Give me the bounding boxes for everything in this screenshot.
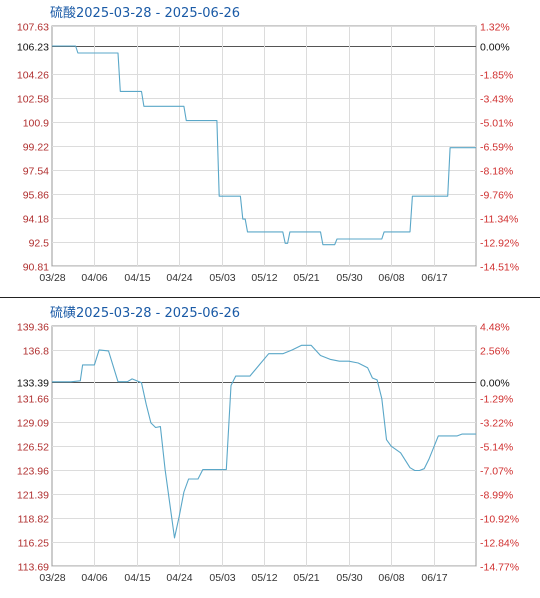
x-tick-label: 05/30: [336, 572, 362, 584]
y2-tick-label: -3.22%: [480, 418, 513, 430]
y-tick-label: 118.82: [18, 514, 49, 526]
y-tick-label: 102.58: [17, 94, 49, 106]
sulfur-chart: 硫磺2025-03-28 - 2025-06-26 139.36 4.48% 136…: [17, 306, 519, 584]
y-tick-label: 90.81: [23, 262, 49, 274]
x-tick-label: 05/12: [251, 572, 277, 584]
y-tick-label: 133.39: [17, 378, 49, 390]
x-tick-label: 04/06: [81, 272, 107, 284]
price-line: [52, 344, 476, 539]
y-tick-label: 129.09: [17, 418, 49, 430]
x-tick-label: 06/08: [378, 272, 404, 284]
x-tick-label: 04/15: [124, 572, 150, 584]
y2-tick-label: -3.43%: [480, 94, 513, 106]
y-tick-label: 94.18: [23, 214, 49, 226]
y2-tick-label: -5.14%: [480, 442, 513, 454]
x-tick-label: 04/24: [166, 572, 192, 584]
y-tick-label: 99.22: [23, 142, 49, 154]
x-tick-label: 06/17: [421, 572, 447, 584]
x-tick-label: 04/15: [124, 272, 150, 284]
y2-tick-label: 2.56%: [480, 346, 510, 358]
x-tick-label: 06/08: [378, 572, 404, 584]
chart-title: 硫磺2025-03-28 - 2025-06-26: [50, 306, 240, 321]
y-tick-label: 100.9: [23, 118, 49, 130]
y-tick-label: 106.23: [17, 42, 49, 54]
y-tick-label: 97.54: [23, 166, 49, 178]
y2-tick-label: -14.77%: [480, 562, 519, 574]
grid-and-ticks: 139.36 4.48% 136.8 2.56% 133.39 0.00% 131.66 -1…: [17, 322, 519, 585]
y-tick-label: 116.25: [18, 538, 49, 550]
x-tick-label: 05/21: [293, 272, 319, 284]
y2-tick-label: 0.00%: [480, 378, 510, 390]
x-tick-label: 05/12: [251, 272, 277, 284]
y2-tick-label: -1.85%: [480, 70, 513, 82]
y-tick-label: 107.63: [17, 22, 49, 34]
y2-tick-label: -12.92%: [480, 238, 519, 250]
y2-tick-label: -14.51%: [480, 262, 519, 274]
y-tick-label: 136.8: [23, 346, 49, 358]
y-tick-label: 123.96: [17, 466, 49, 478]
y2-tick-label: 4.48%: [480, 322, 510, 334]
x-tick-label: 05/30: [336, 272, 362, 284]
y2-tick-label: -6.59%: [480, 142, 513, 154]
x-tick-label: 03/28: [39, 272, 65, 284]
grid-and-ticks: 107.63 1.32% 106.23 0.00% 104.26 -1.85% 102.58…: [17, 22, 519, 285]
y2-tick-label: -10.92%: [480, 514, 519, 526]
x-tick-label: 05/03: [209, 272, 235, 284]
x-tick-label: 04/24: [166, 272, 192, 284]
x-tick-label: 03/28: [39, 572, 65, 584]
y2-tick-label: -8.18%: [480, 166, 513, 178]
y-tick-label: 113.69: [18, 562, 49, 574]
y2-tick-label: -7.07%: [480, 466, 513, 478]
y-tick-label: 104.26: [17, 70, 49, 82]
y-tick-label: 126.52: [17, 442, 49, 454]
y2-tick-label: -12.84%: [480, 538, 519, 550]
y2-tick-label: 0.00%: [480, 42, 510, 54]
x-tick-label: 05/03: [209, 572, 235, 584]
y2-tick-label: -8.99%: [480, 490, 513, 502]
x-tick-label: 05/21: [293, 572, 319, 584]
y2-tick-label: -5.01%: [480, 118, 513, 130]
x-tick-label: 06/17: [421, 272, 447, 284]
y2-tick-label: -9.76%: [480, 190, 513, 202]
y2-tick-label: -1.29%: [480, 394, 513, 406]
chart-title: 硫酸2025-03-28 - 2025-06-26: [50, 6, 240, 21]
y-tick-label: 95.86: [23, 190, 49, 202]
y2-tick-label: -11.34%: [480, 214, 518, 226]
y-tick-label: 131.66: [17, 394, 49, 406]
y-tick-label: 92.5: [29, 238, 50, 250]
sulfuric-acid-chart: 硫酸2025-03-28 - 2025-06-26 107.63 1.32% 106…: [17, 6, 519, 284]
x-tick-label: 04/06: [81, 572, 107, 584]
y2-tick-label: 1.32%: [480, 22, 510, 34]
price-line: [52, 45, 476, 246]
y-tick-label: 121.39: [17, 490, 49, 502]
y-tick-label: 139.36: [17, 322, 49, 334]
